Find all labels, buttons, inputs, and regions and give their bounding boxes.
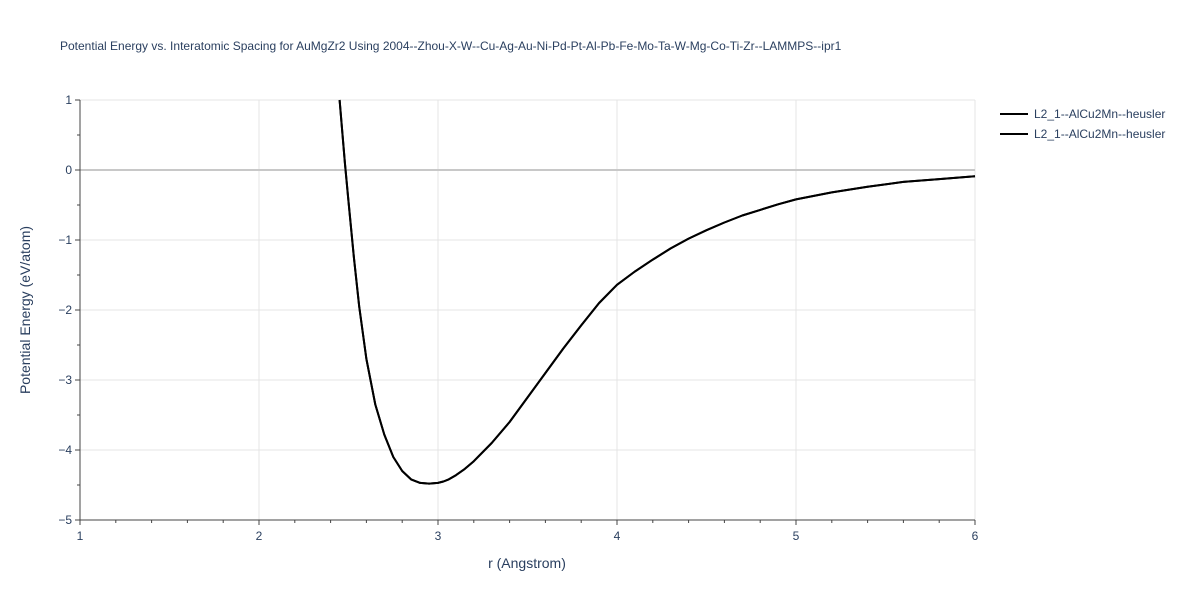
y-tick-label: 0 xyxy=(65,163,72,177)
y-axis-title: Potential Energy (eV/atom) xyxy=(17,226,33,394)
legend-label: L2_1--AlCu2Mn--heusler xyxy=(1034,107,1165,121)
legend-item[interactable]: L2_1--AlCu2Mn--heusler xyxy=(1000,107,1165,121)
x-tick-label: 3 xyxy=(435,529,442,543)
y-tick-label: −2 xyxy=(58,303,72,317)
legend-label: L2_1--AlCu2Mn--heusler xyxy=(1034,127,1165,141)
y-tick-label: −1 xyxy=(58,233,72,247)
y-tick-label: −4 xyxy=(58,443,72,457)
series-line xyxy=(338,99,976,485)
grid xyxy=(80,99,976,520)
x-axis-title: r (Angstrom) xyxy=(488,555,566,571)
series-line xyxy=(338,99,976,485)
y-tick-label: −5 xyxy=(58,513,72,527)
x-tick-label: 2 xyxy=(256,529,263,543)
x-tick-label: 6 xyxy=(972,529,979,543)
x-tick-label: 4 xyxy=(614,529,621,543)
plot-area xyxy=(338,99,976,485)
legend-item[interactable]: L2_1--AlCu2Mn--heusler xyxy=(1000,127,1165,141)
chart-title: Potential Energy vs. Interatomic Spacing… xyxy=(60,39,842,53)
axes: 1 2 3 4 5 6 1 0 −1 −2 −3 −4 −5 xyxy=(58,93,978,543)
legend[interactable]: L2_1--AlCu2Mn--heusler L2_1--AlCu2Mn--heu… xyxy=(1000,107,1165,141)
x-tick-label: 1 xyxy=(77,529,84,543)
x-tick-label: 5 xyxy=(793,529,800,543)
y-tick-label: −3 xyxy=(58,373,72,387)
y-tick-label: 1 xyxy=(65,93,72,107)
